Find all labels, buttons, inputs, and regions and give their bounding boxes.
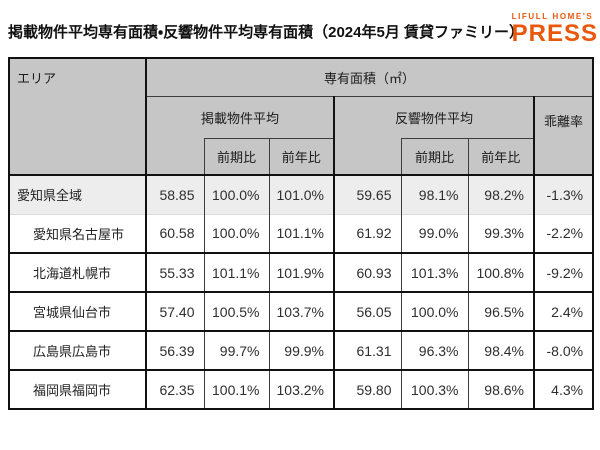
header-row-subcolumns: 前期比 前年比 前期比 前年比 bbox=[9, 137, 593, 175]
table-row-fukuoka: 福岡県福岡市 62.35 100.1% 103.2% 59.80 100.3% … bbox=[8, 369, 594, 409]
deviation-cell: 2.4% bbox=[532, 291, 594, 331]
response-prev-year-cell: 99.3% bbox=[467, 213, 534, 253]
area-cell: 宮城県仙台市 bbox=[8, 291, 146, 331]
response-average-header: 反響物件平均 bbox=[333, 96, 534, 138]
table-row-sapporo: 北海道札幌市 55.33 101.1% 101.9% 60.93 101.3% … bbox=[8, 252, 594, 292]
logo-brand-text: LIFULL HOME'S bbox=[511, 12, 594, 21]
response-prev-year-cell: 96.5% bbox=[467, 291, 534, 331]
listed-prev-period-header: 前期比 bbox=[203, 137, 269, 175]
floor-area-unit-header: 専有面積（㎡） bbox=[145, 58, 594, 97]
table-row-aichi-all: 愛知県全域 58.85 100.0% 101.0% 59.65 98.1% 98… bbox=[8, 174, 594, 214]
listed-prev-period-cell: 99.7% bbox=[203, 330, 269, 370]
area-cell: 広島県広島市 bbox=[8, 330, 146, 370]
area-cell: 愛知県名古屋市 bbox=[8, 213, 146, 253]
response-avg-cell: 59.65 bbox=[333, 174, 401, 214]
page-title: 掲載物件平均専有面積・反響物件平均専有面積（2024年5月 賃貸ファミリー） bbox=[8, 24, 524, 41]
listed-prev-year-cell: 101.9% bbox=[268, 252, 334, 292]
lifull-homes-press-logo: LIFULL HOME'S PRESS bbox=[512, 13, 600, 46]
listed-average-header: 掲載物件平均 bbox=[145, 96, 334, 138]
listed-prev-period-cell: 100.0% bbox=[203, 213, 269, 253]
response-value-spacer bbox=[333, 138, 401, 175]
area-cell: 愛知県全域 bbox=[8, 174, 146, 214]
table-row-hiroshima: 広島県広島市 56.39 99.7% 99.9% 61.31 96.3% 98.… bbox=[8, 330, 594, 370]
response-prev-period-cell: 98.1% bbox=[400, 174, 468, 214]
deviation-cell: -1.3% bbox=[532, 174, 594, 214]
area-column-header: エリア bbox=[8, 58, 147, 175]
listed-avg-cell: 62.35 bbox=[145, 369, 204, 409]
listed-prev-period-cell: 100.0% bbox=[203, 174, 269, 214]
listed-avg-cell: 56.39 bbox=[145, 330, 204, 370]
listed-prev-year-header: 前年比 bbox=[268, 137, 334, 175]
response-avg-cell: 59.80 bbox=[333, 369, 401, 409]
listed-avg-cell: 58.85 bbox=[145, 174, 204, 214]
deviation-cell: -2.2% bbox=[532, 213, 594, 253]
listed-prev-period-cell: 100.5% bbox=[203, 291, 269, 331]
logo-press-text: PRESS bbox=[511, 20, 598, 47]
response-prev-period-cell: 96.3% bbox=[400, 330, 468, 370]
table-row-sendai: 宮城県仙台市 57.40 100.5% 103.7% 56.05 100.0% … bbox=[8, 291, 594, 331]
listed-avg-cell: 60.58 bbox=[145, 213, 204, 253]
response-prev-period-cell: 100.0% bbox=[400, 291, 468, 331]
response-prev-year-cell: 98.6% bbox=[467, 369, 534, 409]
listed-prev-year-cell: 101.1% bbox=[268, 213, 334, 253]
response-avg-cell: 56.05 bbox=[333, 291, 401, 331]
table-row-nagoya: 愛知県名古屋市 60.58 100.0% 101.1% 61.92 99.0% … bbox=[8, 213, 594, 253]
deviation-cell: -8.0% bbox=[532, 330, 594, 370]
response-prev-period-cell: 99.0% bbox=[400, 213, 468, 253]
header-row-groups: 掲載物件平均 反響物件平均 乖離率 bbox=[9, 96, 594, 175]
response-prev-year-header: 前年比 bbox=[467, 137, 534, 175]
listed-avg-cell: 57.40 bbox=[145, 291, 204, 331]
response-prev-year-cell: 100.8% bbox=[467, 252, 534, 292]
response-avg-cell: 61.31 bbox=[333, 330, 401, 370]
listed-value-spacer bbox=[145, 138, 204, 175]
response-avg-cell: 61.92 bbox=[333, 213, 401, 253]
listed-prev-year-cell: 99.9% bbox=[268, 330, 334, 370]
area-cell: 北海道札幌市 bbox=[8, 252, 146, 292]
listed-prev-period-cell: 101.1% bbox=[203, 252, 269, 292]
response-prev-period-cell: 100.3% bbox=[400, 369, 468, 409]
response-prev-period-cell: 101.3% bbox=[400, 252, 468, 292]
area-cell: 福岡県福岡市 bbox=[8, 369, 146, 409]
listed-prev-year-cell: 103.2% bbox=[268, 369, 334, 409]
deviation-cell: 4.3% bbox=[532, 369, 594, 409]
listed-prev-year-cell: 101.0% bbox=[268, 174, 334, 214]
listed-prev-year-cell: 103.7% bbox=[268, 291, 334, 331]
deviation-cell: -9.2% bbox=[532, 252, 594, 292]
deviation-rate-header: 乖離率 bbox=[532, 96, 594, 175]
response-prev-period-header: 前期比 bbox=[400, 137, 468, 175]
floor-area-table: エリア 専有面積（㎡） 掲載物件平均 反響物件平均 乖離率 前期比 前年比 前期… bbox=[8, 57, 595, 410]
response-prev-year-cell: 98.4% bbox=[467, 330, 534, 370]
response-prev-year-cell: 98.2% bbox=[467, 174, 534, 214]
response-avg-cell: 60.93 bbox=[333, 252, 401, 292]
titlebar: 掲載物件平均専有面積・反響物件平均専有面積（2024年5月 賃貸ファミリー） L… bbox=[0, 0, 600, 57]
listed-prev-period-cell: 100.1% bbox=[203, 369, 269, 409]
listed-avg-cell: 55.33 bbox=[145, 252, 204, 292]
header-row-unit: エリア 専有面積（㎡） bbox=[8, 58, 594, 175]
